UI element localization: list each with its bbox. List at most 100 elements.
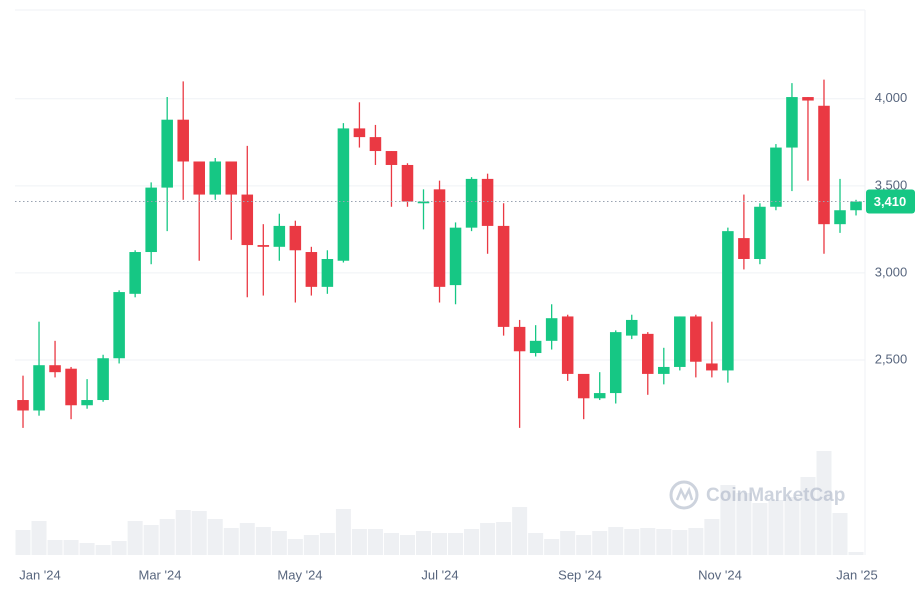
volume-bar — [47, 540, 63, 555]
candle-body — [401, 164, 414, 202]
candle-body — [193, 161, 205, 195]
candle-body — [674, 316, 686, 367]
watermark-text: CoinMarketCap — [706, 485, 845, 506]
candle-body — [225, 161, 238, 195]
candle-body — [465, 178, 478, 228]
candle-body — [513, 326, 526, 352]
candle-body — [577, 373, 590, 399]
volume-bar — [31, 521, 47, 555]
volume-bar — [656, 529, 672, 555]
volume-bar — [79, 543, 95, 555]
candle-body — [289, 225, 302, 251]
candle-body — [145, 187, 157, 253]
volume-bar — [351, 529, 367, 555]
volume-bar — [480, 523, 496, 555]
volume-bar — [496, 522, 512, 555]
volume-bar — [207, 519, 223, 555]
volume-bar — [15, 530, 31, 555]
volume-bar — [672, 530, 688, 555]
volume-bar — [63, 540, 79, 555]
candle-body — [593, 393, 606, 399]
x-tick-label: Jan '25 — [836, 567, 878, 582]
candle-body — [369, 137, 382, 152]
volume-bar — [191, 511, 207, 555]
candle-body — [818, 105, 830, 225]
volume-bar — [432, 533, 448, 555]
volume-bar — [784, 497, 800, 555]
candle-body — [241, 194, 254, 246]
candle-body — [81, 400, 93, 406]
candle-body — [497, 225, 510, 327]
labels: 2,500 3,000 3,500 4,000 Jan '24 Mar '24 May '2… — [19, 90, 915, 582]
candle-body — [257, 245, 270, 247]
candle-body — [722, 231, 734, 371]
volume-bar — [624, 529, 640, 555]
x-tick-label: Jan '24 — [19, 567, 61, 582]
candle-body — [706, 363, 718, 371]
candle-body — [625, 319, 638, 336]
candle-body — [738, 238, 750, 259]
x-tick-label: Mar '24 — [139, 567, 182, 582]
watermark-logo — [675, 486, 694, 501]
volume-bar — [736, 493, 752, 555]
volume-bar — [143, 525, 159, 555]
volume-bar — [688, 528, 704, 555]
volume-bar — [464, 529, 480, 555]
volume-bar — [816, 451, 832, 555]
volume-bar — [608, 527, 624, 555]
candle-body — [802, 97, 814, 101]
candle-body — [321, 258, 334, 287]
candle-body — [161, 119, 173, 188]
volume-bar — [319, 533, 335, 555]
y-tick-label: 2,500 — [875, 351, 908, 366]
volume-bar — [832, 513, 848, 555]
volume-bars — [15, 451, 864, 555]
candle-body — [658, 366, 670, 374]
candle-body — [129, 252, 141, 294]
y-tick-label: 4,000 — [875, 90, 908, 105]
candle-body — [786, 97, 798, 148]
volume-bar — [255, 527, 271, 555]
candle-body — [305, 252, 318, 287]
volume-bar — [752, 503, 768, 555]
candle-body — [177, 119, 189, 162]
volume-bar — [111, 541, 127, 555]
candle-body — [609, 332, 622, 394]
candle-body — [353, 128, 366, 138]
candle-body — [65, 368, 77, 406]
price-label: 3,410 — [874, 194, 907, 209]
candle-body — [690, 316, 702, 362]
volume-bar — [175, 510, 191, 555]
candles — [15, 79, 865, 428]
x-tick-label: May '24 — [277, 567, 322, 582]
candle-body — [754, 206, 766, 259]
candle-body — [770, 147, 782, 207]
candle-body — [433, 189, 446, 287]
candle-body — [642, 333, 654, 374]
x-tick-label: Jul '24 — [421, 567, 458, 582]
volume-bar — [367, 529, 383, 555]
volume-bar — [335, 509, 351, 555]
y-tick-label: 3,500 — [875, 177, 908, 192]
watermark: CoinMarketCap — [669, 480, 845, 510]
volume-bar — [239, 523, 255, 555]
volume-bar — [560, 531, 576, 555]
volume-bar — [383, 533, 399, 555]
volume-bar — [448, 533, 464, 555]
watermark-logo — [669, 480, 699, 510]
candle-body — [417, 201, 430, 204]
candle-body — [209, 161, 222, 195]
candle-body — [449, 227, 462, 286]
volume-bar — [848, 552, 864, 555]
volume-bar — [704, 519, 720, 555]
volume-bar — [640, 528, 656, 555]
volume-bar — [415, 531, 432, 555]
candle-body — [850, 201, 862, 211]
volume-bar — [159, 519, 175, 555]
volume-bar — [592, 531, 608, 555]
candle-body — [385, 151, 398, 165]
candle-body — [545, 318, 558, 341]
volume-bar — [303, 535, 319, 555]
y-tick-label: 3,000 — [875, 264, 908, 279]
volume-bar — [576, 535, 592, 555]
